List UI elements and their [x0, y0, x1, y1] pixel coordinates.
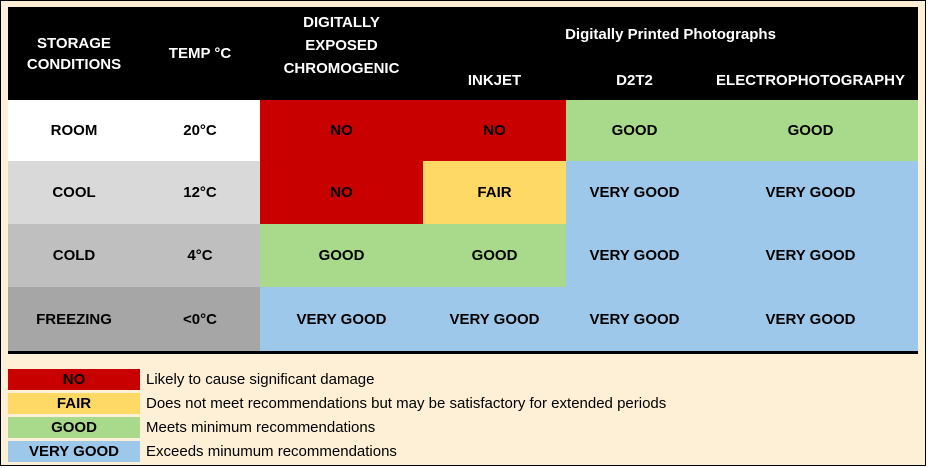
legend-text-fair: Does not meet recommendations but may be…	[146, 395, 667, 412]
row-cool-condition: COOL	[8, 161, 140, 224]
legend-swatch-good: GOOD	[8, 417, 140, 438]
row-room-d2t2: GOOD	[566, 100, 703, 161]
row-cool-temp: 12°C	[140, 161, 260, 224]
legend-text-good: Meets minimum recommendations	[146, 419, 376, 436]
header-storage-conditions: STORAGE CONDITIONS	[8, 7, 140, 100]
row-freezing-condition: FREEZING	[8, 287, 140, 352]
legend-swatch-fair: FAIR	[8, 393, 140, 414]
row-cold-temp: 4°C	[140, 224, 260, 287]
row-cold-electrophotography: VERY GOOD	[703, 224, 918, 287]
row-cool-chromogenic: NO	[260, 161, 423, 224]
header-temp: TEMP °C	[140, 7, 260, 100]
row-freezing-inkjet: VERY GOOD	[423, 287, 566, 352]
header-d2t2: D2T2	[566, 61, 703, 100]
table-bottom-rule	[8, 351, 918, 354]
row-room-inkjet: NO	[423, 100, 566, 161]
header-printed-group: Digitally Printed Photographs	[423, 7, 918, 61]
row-cold-condition: COLD	[8, 224, 140, 287]
header-inkjet: INKJET	[423, 61, 566, 100]
header-chromogenic-base	[260, 84, 423, 100]
header-electrophotography: ELECTROPHOTOGRAPHY	[703, 61, 918, 100]
row-room-electrophotography: GOOD	[703, 100, 918, 161]
row-cold-inkjet: GOOD	[423, 224, 566, 287]
row-cold-chromogenic: GOOD	[260, 224, 423, 287]
row-cool-electrophotography: VERY GOOD	[703, 161, 918, 224]
header-chromogenic: DIGITALLY EXPOSED CHROMOGENIC	[260, 7, 423, 84]
row-cold-d2t2: VERY GOOD	[566, 224, 703, 287]
row-freezing-temp: <0°C	[140, 287, 260, 352]
row-freezing-d2t2: VERY GOOD	[566, 287, 703, 352]
legend-swatch-no: NO	[8, 369, 140, 390]
row-freezing-chromogenic: VERY GOOD	[260, 287, 423, 352]
row-freezing-electrophotography: VERY GOOD	[703, 287, 918, 352]
legend-swatch-very-good: VERY GOOD	[8, 441, 140, 462]
row-cool-inkjet: FAIR	[423, 161, 566, 224]
row-room-condition: ROOM	[8, 100, 140, 161]
legend-text-no: Likely to cause significant damage	[146, 371, 375, 388]
row-room-chromogenic: NO	[260, 100, 423, 161]
legend-text-very-good: Exceeds minumum recommendations	[146, 443, 397, 460]
row-cool-d2t2: VERY GOOD	[566, 161, 703, 224]
row-room-temp: 20°C	[140, 100, 260, 161]
